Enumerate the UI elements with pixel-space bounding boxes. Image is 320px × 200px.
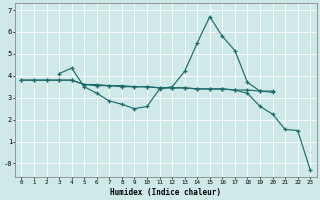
X-axis label: Humidex (Indice chaleur): Humidex (Indice chaleur) xyxy=(110,188,221,197)
